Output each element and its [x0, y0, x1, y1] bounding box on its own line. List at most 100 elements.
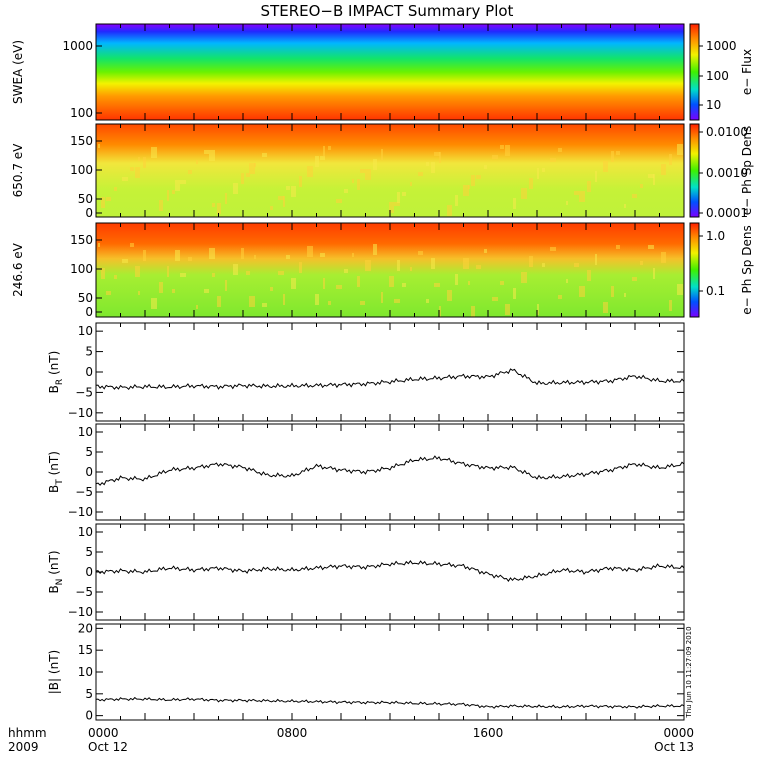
- spectrogram-texture: [249, 163, 255, 174]
- spectrogram-texture: [315, 294, 319, 305]
- spectrogram-texture: [278, 196, 284, 200]
- spectrogram-texture: [431, 162, 435, 173]
- y-tick-label: 150: [70, 134, 93, 148]
- spectrogram-texture: [209, 150, 215, 161]
- spectrogram-texture: [616, 151, 620, 155]
- spectrogram-texture: [410, 182, 412, 186]
- spectrogram-texture: [122, 259, 128, 263]
- y-tick-label: 150: [70, 233, 93, 247]
- spectrogram-texture: [484, 249, 487, 253]
- spectrogram-texture: [188, 257, 192, 261]
- time-tick-label: 0000: [88, 726, 119, 740]
- colorbar: [690, 223, 699, 317]
- y-tick-label: −10: [68, 406, 93, 420]
- spectrogram-texture: [418, 172, 423, 176]
- y-tick-label: 5: [85, 345, 93, 359]
- spectrogram-texture: [624, 293, 626, 297]
- spectrogram-texture: [135, 266, 140, 277]
- y-tick-label: −10: [68, 605, 93, 619]
- spectrogram-texture: [394, 202, 400, 206]
- spectrogram-texture: [188, 170, 192, 174]
- spectrogram-texture: [323, 146, 325, 157]
- spectrogram-texture: [212, 203, 215, 207]
- y-tick-label: 10: [78, 665, 93, 679]
- spectrogram-texture: [558, 148, 562, 152]
- spectrogram-image: [96, 24, 684, 120]
- spectrogram-texture: [254, 255, 256, 259]
- spectrogram-texture: [151, 147, 157, 158]
- spectrogram-texture: [426, 162, 429, 166]
- spectrogram-texture: [550, 158, 556, 162]
- spectrogram-texture: [291, 186, 296, 197]
- spectrogram-texture: [172, 289, 175, 293]
- spectrogram-texture: [180, 273, 186, 277]
- spectrogram-texture: [500, 281, 504, 285]
- spectrogram-texture: [262, 303, 267, 307]
- spectrogram-texture: [463, 258, 469, 269]
- spectrogram-texture: [114, 187, 117, 191]
- spectrogram-texture: [286, 255, 290, 259]
- panel-frame: [95, 523, 685, 621]
- spectrogram-texture: [558, 295, 562, 299]
- spectrogram-image: [96, 124, 684, 217]
- spectrogram-texture: [640, 261, 643, 265]
- spectrogram-texture: [579, 286, 585, 297]
- spectrogram-texture: [402, 192, 406, 196]
- spectrogram-texture: [336, 285, 342, 289]
- spectrogram-texture: [106, 291, 111, 295]
- colorbar-tick-label: 0.0100: [706, 125, 748, 139]
- spectrogram-texture: [476, 175, 481, 179]
- spectrogram-texture: [217, 296, 221, 307]
- panel-1: 1000 100 SWEA (eV) 1000 100 10 e− Flux: [11, 23, 754, 121]
- spectrogram-texture: [431, 258, 435, 269]
- spectrogram-texture: [587, 181, 591, 192]
- spectrogram-texture: [204, 150, 209, 154]
- spectrogram-texture: [426, 299, 429, 303]
- spectrogram-texture: [233, 183, 238, 194]
- y-tick-label: 50: [78, 291, 93, 305]
- spectrogram-texture: [307, 166, 313, 177]
- spectrogram-texture: [246, 271, 250, 275]
- spectrogram-texture: [529, 256, 533, 267]
- spectrogram-texture: [167, 190, 169, 201]
- spectrogram-texture: [175, 250, 180, 261]
- colorbar-tick-label: 0.0010: [706, 166, 748, 180]
- spectrogram-texture: [270, 287, 273, 291]
- y-tick-label: 0: [85, 465, 93, 479]
- y-tick-label: 0: [85, 305, 93, 319]
- spectrogram-texture: [632, 194, 637, 198]
- spectrogram-texture: [323, 278, 325, 289]
- spectrogram-texture: [320, 253, 325, 257]
- spectrogram-texture: [373, 244, 377, 255]
- y-axis-label: SWEA (eV): [11, 40, 25, 104]
- spectrogram-texture: [143, 157, 146, 168]
- spectrogram-texture: [537, 304, 539, 315]
- spectrogram-texture: [315, 156, 319, 167]
- spectrogram-texture: [611, 151, 614, 162]
- spectrogram-texture: [357, 179, 360, 190]
- spectrogram-texture: [365, 169, 371, 180]
- spectrogram-texture: [397, 260, 400, 271]
- spectrogram-texture: [365, 260, 371, 271]
- spectrogram-texture: [476, 265, 481, 269]
- y-tick-label: 0: [85, 565, 93, 579]
- time-axis-label-hhmm: hhmm: [8, 726, 47, 740]
- colorbar-frame: [689, 23, 700, 121]
- spectrogram-texture: [159, 200, 163, 211]
- spectrogram-texture: [661, 252, 666, 263]
- spectrogram-texture: [603, 161, 608, 172]
- spectrogram-texture: [574, 191, 579, 195]
- spectrogram-texture: [357, 276, 360, 287]
- time-axis-label-year: 2009: [8, 740, 39, 754]
- spectrogram-texture: [217, 203, 221, 214]
- spectrogram-texture: [492, 155, 498, 159]
- spectrogram-texture: [603, 302, 608, 313]
- spectrogram-texture: [209, 248, 215, 259]
- colorbar-frame: [689, 123, 700, 218]
- spectrogram-texture: [505, 304, 510, 315]
- spectrogram-texture: [101, 197, 105, 208]
- spectrogram-texture: [410, 267, 412, 271]
- spectrogram-texture: [130, 167, 134, 171]
- colorbar-tick-label: 10: [706, 98, 721, 112]
- spectrogram-texture: [360, 169, 365, 173]
